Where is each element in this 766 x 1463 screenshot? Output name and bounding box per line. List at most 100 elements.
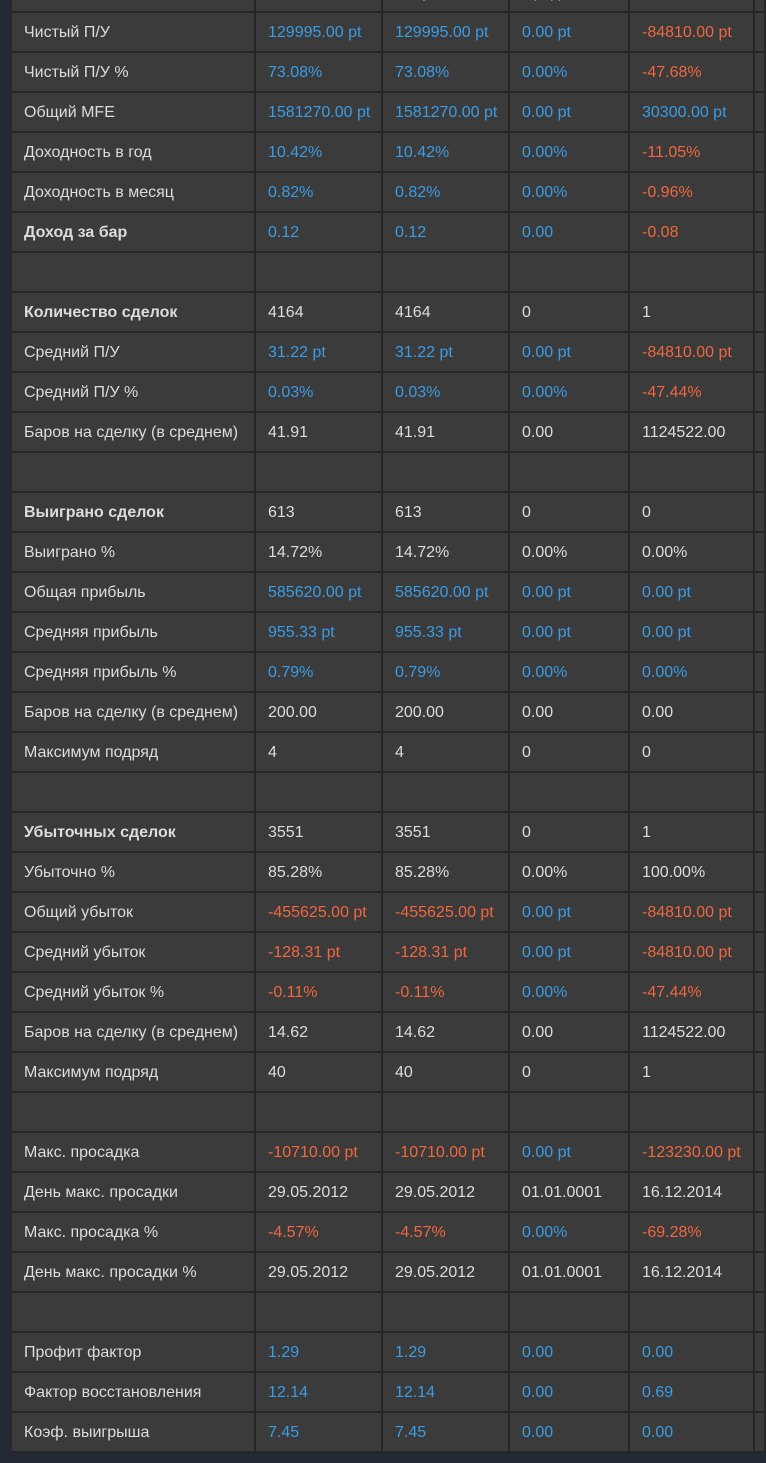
row-label: Средняя прибыль (12, 613, 256, 653)
value-cell: -84810.00 pt (630, 333, 755, 373)
value-cell: 0.00% (510, 973, 630, 1013)
row-label: Общая прибыль (12, 573, 256, 613)
value-cell: 1 (630, 293, 755, 333)
filler-cell (755, 893, 766, 933)
value-cell: -128.31 pt (256, 933, 383, 973)
filler-cell (755, 333, 766, 373)
value-cell: 31.22 pt (256, 333, 383, 373)
value-cell (630, 1293, 755, 1333)
value-cell: 1581270.00 pt (383, 93, 510, 133)
value-cell: -4.57% (256, 1213, 383, 1253)
value-cell: 0.82% (256, 173, 383, 213)
value-cell: 1124522.00 (630, 413, 755, 453)
filler-cell (755, 1013, 766, 1053)
value-cell: 12.14 (256, 1373, 383, 1413)
filler-cell (755, 173, 766, 213)
value-cell (510, 773, 630, 813)
filler-cell (755, 773, 766, 813)
value-cell: -0.11% (256, 973, 383, 1013)
row-label: Макс. просадка (12, 1133, 256, 1173)
value-cell: 0.00% (510, 173, 630, 213)
value-cell: 29.05.2012 (383, 1253, 510, 1293)
row-label: Общий убыток (12, 893, 256, 933)
stat-row: Коэф. выигрыша 7.45 7.45 0.00 0.00 (12, 1413, 766, 1453)
value-cell: -128.31 pt (383, 933, 510, 973)
stat-row: Выиграно сделок 613 613 0 0 (12, 493, 766, 533)
value-cell: 0.00 pt (510, 613, 630, 653)
stat-row: Макс. просадка -10710.00 pt -10710.00 pt 0.… (12, 1133, 766, 1173)
value-cell: 29.05.2012 (256, 1253, 383, 1293)
value-cell: 0.12 (383, 213, 510, 253)
stat-row: Макс. просадка % -4.57% -4.57% 0.00% -69.28% (12, 1213, 766, 1253)
stat-row: Средний убыток % -0.11% -0.11% 0.00% -47.44% (12, 973, 766, 1013)
stat-row: Средний убыток -128.31 pt -128.31 pt 0.00 p… (12, 933, 766, 973)
row-label: Макс. просадка % (12, 1213, 256, 1253)
value-cell (630, 1093, 755, 1133)
value-cell (383, 1293, 510, 1333)
stat-row: Чистый П/У 129995.00 pt 129995.00 pt 0.00 p… (12, 13, 766, 53)
value-cell: 0.00 (510, 1333, 630, 1373)
value-cell (256, 253, 383, 293)
value-cell: 4164 (383, 293, 510, 333)
stat-row: Общая прибыль 585620.00 pt 585620.00 pt 0.0… (12, 573, 766, 613)
filler-cell (755, 1133, 766, 1173)
row-label: Средний убыток (12, 933, 256, 973)
stat-row: Выиграно % 14.72% 14.72% 0.00% 0.00% (12, 533, 766, 573)
value-cell: 0.00 (510, 413, 630, 453)
value-cell: -47.44% (630, 973, 755, 1013)
value-cell: 0 (510, 293, 630, 333)
row-label: Доходность в год (12, 133, 256, 173)
value-cell: 0.00 (510, 213, 630, 253)
value-cell: 41.91 (383, 413, 510, 453)
value-cell: 0.00 (630, 1413, 755, 1453)
separator-row (12, 1293, 766, 1333)
row-label: Количество сделок (12, 293, 256, 333)
row-label: Профит фактор (12, 1333, 256, 1373)
value-cell (630, 453, 755, 493)
value-cell: -123230.00 pt (630, 1133, 755, 1173)
value-cell: 41.91 (256, 413, 383, 453)
value-cell: 10.42% (383, 133, 510, 173)
value-cell: 29.05.2012 (256, 1173, 383, 1213)
value-cell: 0.00% (510, 373, 630, 413)
value-cell: 200.00 (256, 693, 383, 733)
filler-cell (755, 1253, 766, 1293)
value-cell (256, 773, 383, 813)
value-cell: 955.33 pt (256, 613, 383, 653)
value-cell: 4 (383, 733, 510, 773)
value-cell: 12.14 (383, 1373, 510, 1413)
stat-row: Количество сделок 4164 4164 0 1 (12, 293, 766, 333)
value-cell: 0.00 (510, 693, 630, 733)
value-cell: 0.00% (510, 133, 630, 173)
value-cell: 0.00 (510, 1373, 630, 1413)
filler-cell (755, 1293, 766, 1333)
stat-row: Общий убыток -455625.00 pt -455625.00 pt 0.… (12, 893, 766, 933)
value-cell: 0.00% (510, 853, 630, 893)
value-cell: 40 (256, 1053, 383, 1093)
stat-row: Средняя прибыль % 0.79% 0.79% 0.00% 0.00% (12, 653, 766, 693)
value-cell: 1 (630, 1053, 755, 1093)
value-cell (256, 1093, 383, 1133)
filler-cell (755, 613, 766, 653)
value-cell: 73.08% (383, 53, 510, 93)
row-label: Выиграно % (12, 533, 256, 573)
value-cell: 1124522.00 (630, 1013, 755, 1053)
value-cell: -0.11% (383, 973, 510, 1013)
stat-row: Профит фактор 1.29 1.29 0.00 0.00 (12, 1333, 766, 1373)
value-cell: 0.00 (510, 1013, 630, 1053)
value-cell: 0.00 pt (510, 1133, 630, 1173)
value-cell: 7.45 (256, 1413, 383, 1453)
row-label (12, 453, 256, 493)
value-cell: -84810.00 pt (630, 893, 755, 933)
value-cell: 16.12.2014 (630, 1253, 755, 1293)
row-label: Баров на сделку (в среднем) (12, 693, 256, 733)
value-cell: 0.00 pt (510, 573, 630, 613)
filler-cell (755, 1173, 766, 1213)
value-cell: -11.05% (630, 133, 755, 173)
separator-row (12, 773, 766, 813)
row-label: Фактор восстановления (12, 1373, 256, 1413)
stat-row: Средний П/У 31.22 pt 31.22 pt 0.00 pt -84810… (12, 333, 766, 373)
row-label: Чистый П/У % (12, 53, 256, 93)
value-cell (383, 1093, 510, 1133)
